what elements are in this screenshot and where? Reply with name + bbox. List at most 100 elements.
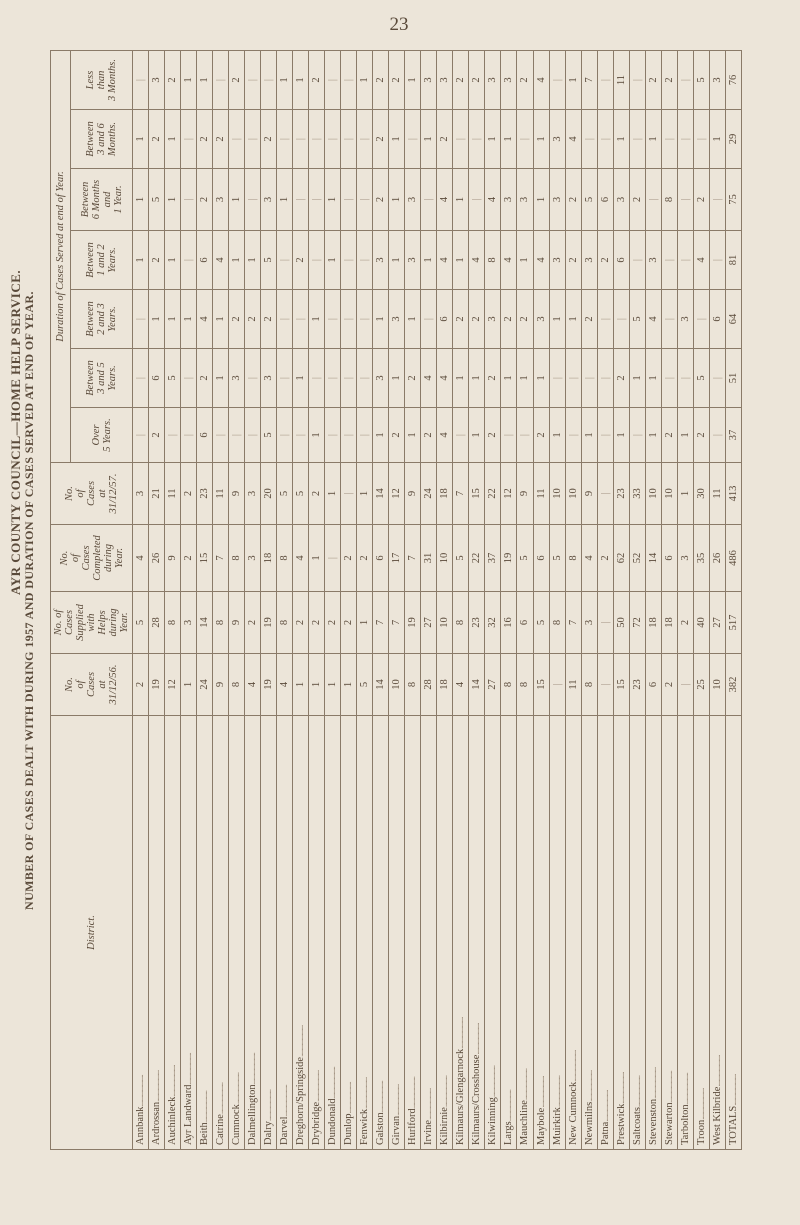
value-cell: 2 [645,51,661,110]
value-cell: 5 [693,349,709,408]
value-cell: 2 [565,169,581,231]
value-cell: | [709,408,725,463]
value-cell: 6 [517,592,533,654]
value-cell: 19 [261,592,277,654]
value-cell: 18 [261,525,277,592]
value-cell: | [357,290,373,349]
value-cell: 3 [405,231,421,290]
total-cell: 75 [725,169,741,231]
value-cell: 1 [565,290,581,349]
value-cell: 14 [373,654,389,716]
value-cell: 1 [405,290,421,349]
value-cell: 62 [613,525,629,592]
value-cell: | [357,110,373,169]
value-cell: 1 [645,349,661,408]
value-cell: | [309,169,325,231]
total-cell: 29 [725,110,741,169]
value-cell: 2 [149,110,165,169]
value-cell: 3 [261,169,277,231]
value-cell: 1 [453,169,469,231]
table-row: Dundonald12|1|||11|| [325,51,341,1150]
value-cell: 3 [373,349,389,408]
value-cell: 2 [309,463,325,525]
value-cell: 1 [309,525,325,592]
value-cell: 14 [373,463,389,525]
value-cell: 1 [549,408,565,463]
district-cell: Fenwick [357,716,373,1150]
value-cell: 2 [389,408,405,463]
district-cell: Drybridge [309,716,325,1150]
district-cell: Beith [197,716,213,1150]
totals-label: TOTALS [725,716,741,1150]
value-cell: 4 [645,290,661,349]
district-cell: Patna [597,716,613,1150]
value-cell: | [677,654,693,716]
value-cell: 3 [229,349,245,408]
value-cell: 4 [469,231,485,290]
value-cell: 3 [405,169,421,231]
table-row: Fenwick5121||||||1 [357,51,373,1150]
value-cell: 8 [581,654,597,716]
value-cell: 1 [389,110,405,169]
value-cell: 5 [581,169,597,231]
value-cell: 1 [165,290,181,349]
value-cell: 3 [517,169,533,231]
value-cell: 4 [437,408,453,463]
value-cell: 20 [261,463,277,525]
value-cell: 1 [405,408,421,463]
value-cell: | [309,349,325,408]
value-cell: 17 [389,525,405,592]
value-cell: 33 [629,463,645,525]
value-cell: | [245,349,261,408]
table-row: Kilmaurs/Glengarnock4857|1211|2 [453,51,469,1150]
district-cell: Annbank [133,716,149,1150]
district-cell: Ayr Landward [181,716,197,1150]
value-cell: 24 [421,463,437,525]
value-cell: 12 [501,463,517,525]
table-row: Tarbolton|2311|3|||| [677,51,693,1150]
total-cell: 413 [725,463,741,525]
district-cell: Troon [693,716,709,1150]
value-cell: 8 [405,654,421,716]
value-cell: 11 [565,654,581,716]
value-cell: 4 [437,231,453,290]
value-cell: | [597,110,613,169]
district-cell: Tarbolton [677,716,693,1150]
value-cell: 1 [213,349,229,408]
value-cell: 14 [469,654,485,716]
value-cell: 1 [677,408,693,463]
value-cell: | [309,110,325,169]
value-cell: 3 [677,525,693,592]
table-row: Dalmellington4233||21||| [245,51,261,1150]
value-cell: | [181,110,197,169]
table-row: Troon2540353025|42|5 [693,51,709,1150]
hdr-dur5: Between 6 Months and 1 Year. [71,169,133,231]
total-cell: 486 [725,525,741,592]
value-cell: 2 [165,51,181,110]
value-cell: 26 [709,525,725,592]
value-cell: | [661,349,677,408]
value-cell: 1 [373,290,389,349]
value-cell: 2 [197,349,213,408]
value-cell: | [581,110,597,169]
value-cell: | [629,231,645,290]
value-cell: 3 [501,169,517,231]
value-cell: 23 [469,592,485,654]
value-cell: 1 [165,231,181,290]
value-cell: 1 [309,654,325,716]
value-cell: | [133,349,149,408]
value-cell: 22 [469,525,485,592]
value-cell: 5 [693,51,709,110]
value-cell: 4 [293,525,309,592]
value-cell: | [341,408,357,463]
value-cell: | [677,51,693,110]
district-cell: Prestwick [613,716,629,1150]
value-cell: | [597,463,613,525]
value-cell: 2 [245,290,261,349]
value-cell: 2 [373,51,389,110]
value-cell: 1 [389,169,405,231]
value-cell: 5 [357,654,373,716]
value-cell: 8 [549,592,565,654]
value-cell: 2 [661,51,677,110]
total-cell: 76 [725,51,741,110]
